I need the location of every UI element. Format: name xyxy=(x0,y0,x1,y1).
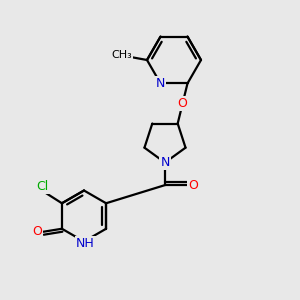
Text: O: O xyxy=(188,178,198,192)
Text: N: N xyxy=(160,156,170,169)
Text: O: O xyxy=(178,97,188,110)
Text: CH₃: CH₃ xyxy=(112,50,133,61)
Text: O: O xyxy=(32,225,42,238)
Text: NH: NH xyxy=(76,237,95,250)
Text: Cl: Cl xyxy=(36,180,49,193)
Text: N: N xyxy=(156,77,165,90)
